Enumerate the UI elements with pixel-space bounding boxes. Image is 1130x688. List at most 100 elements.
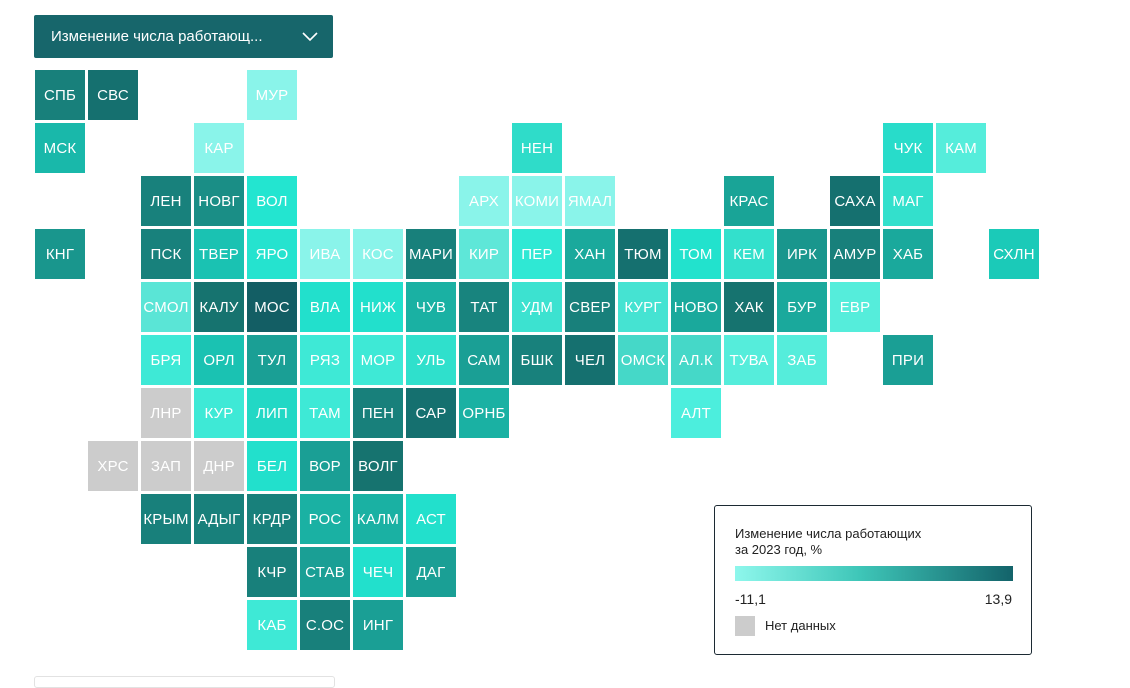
region-tile[interactable]: КРАС [724,176,774,226]
region-tile[interactable]: СМОЛ [141,282,191,332]
region-tile[interactable]: ТВЕР [194,229,244,279]
region-tile[interactable]: ПРИ [883,335,933,385]
region-tile[interactable]: НОВО [671,282,721,332]
region-tile[interactable]: ЗАБ [777,335,827,385]
region-tile[interactable]: С.ОС [300,600,350,650]
region-tile[interactable]: РОС [300,494,350,544]
region-tile[interactable]: ЯМАЛ [565,176,615,226]
region-tile[interactable]: АЛТ [671,388,721,438]
region-tile[interactable]: СХЛН [989,229,1039,279]
region-tile[interactable]: СТАВ [300,547,350,597]
region-tile[interactable]: ЛНР [141,388,191,438]
region-tile[interactable]: ВОЛГ [353,441,403,491]
region-tile[interactable]: ТОМ [671,229,721,279]
region-tile[interactable]: ВЛА [300,282,350,332]
region-tile[interactable]: АРХ [459,176,509,226]
region-tile[interactable]: АДЫГ [194,494,244,544]
region-tile[interactable]: ПСК [141,229,191,279]
region-tile[interactable]: МСК [35,123,85,173]
region-tile[interactable]: ЯРО [247,229,297,279]
region-tile[interactable]: ЧЕЛ [565,335,615,385]
region-tile[interactable]: КУРГ [618,282,668,332]
region-tile[interactable]: ВОР [300,441,350,491]
region-tile[interactable]: ЕВР [830,282,880,332]
region-tile[interactable]: ТУВА [724,335,774,385]
region-tile[interactable]: САР [406,388,456,438]
region-tile[interactable]: ЛИП [247,388,297,438]
region-tile[interactable]: ВОЛ [247,176,297,226]
region-tile[interactable]: НИЖ [353,282,403,332]
region-tile[interactable]: ИВА [300,229,350,279]
region-tile[interactable]: САМ [459,335,509,385]
region-tile[interactable]: КАР [194,123,244,173]
region-tile[interactable]: КУР [194,388,244,438]
region-tile[interactable]: КАЛУ [194,282,244,332]
region-tile[interactable]: МАГ [883,176,933,226]
region-tile[interactable]: ЗАП [141,441,191,491]
legend-gradient-bar [735,566,1013,581]
region-tile[interactable]: СПБ [35,70,85,120]
region-tile[interactable]: ЧУВ [406,282,456,332]
region-tile[interactable]: АЛ.К [671,335,721,385]
region-tile[interactable]: КЕМ [724,229,774,279]
region-tile[interactable]: СВС [88,70,138,120]
legend-max-label: 13,9 [984,591,1012,607]
region-tile[interactable]: ИНГ [353,600,403,650]
region-tile[interactable]: КРЫМ [141,494,191,544]
region-tile[interactable]: ХАК [724,282,774,332]
legend-title-line2: за 2023 год, % [735,542,823,557]
region-tile[interactable]: ОМСК [618,335,668,385]
region-tile[interactable]: ТАМ [300,388,350,438]
region-tile[interactable]: КЧР [247,547,297,597]
metric-select-label: Изменение числа работающ... [51,28,263,45]
region-tile[interactable]: ЧУК [883,123,933,173]
region-tile[interactable]: ИРК [777,229,827,279]
region-tile[interactable]: ТУЛ [247,335,297,385]
region-tile[interactable]: БРЯ [141,335,191,385]
region-tile[interactable]: КИР [459,229,509,279]
region-tile[interactable]: БУР [777,282,827,332]
region-tile[interactable]: ПЕР [512,229,562,279]
region-tile[interactable]: АСТ [406,494,456,544]
region-tile[interactable]: УЛЬ [406,335,456,385]
region-tile[interactable]: САХА [830,176,880,226]
region-tile[interactable]: ТАТ [459,282,509,332]
region-tile[interactable]: НОВГ [194,176,244,226]
region-tile[interactable]: ХАБ [883,229,933,279]
legend: Изменение числа работающих за 2023 год, … [714,505,1032,655]
region-tile[interactable]: НЕН [512,123,562,173]
region-tile[interactable]: ХРС [88,441,138,491]
region-tile[interactable]: РЯЗ [300,335,350,385]
region-tile[interactable]: КНГ [35,229,85,279]
region-tile[interactable]: МАРИ [406,229,456,279]
legend-title: Изменение числа работающих за 2023 год, … [735,526,995,558]
region-tile[interactable]: КАБ [247,600,297,650]
region-tile[interactable]: КРДР [247,494,297,544]
region-tile[interactable]: ДАГ [406,547,456,597]
region-tile[interactable]: ТЮМ [618,229,668,279]
region-tile[interactable]: ОРНБ [459,388,509,438]
region-tile[interactable]: АМУР [830,229,880,279]
region-tile[interactable]: ЧЕЧ [353,547,403,597]
region-tile[interactable]: КОС [353,229,403,279]
region-tile[interactable]: МОР [353,335,403,385]
legend-title-line1: Изменение числа работающих [735,526,922,541]
region-tile[interactable]: ЛЕН [141,176,191,226]
region-tile[interactable]: КАЛМ [353,494,403,544]
region-tile[interactable]: ДНР [194,441,244,491]
region-tile[interactable]: ХАН [565,229,615,279]
region-tile[interactable]: БШК [512,335,562,385]
region-tile[interactable]: СВЕР [565,282,615,332]
region-tile[interactable]: МОС [247,282,297,332]
legend-no-data-label: Нет данных [765,618,836,633]
region-tile[interactable]: ОРЛ [194,335,244,385]
region-tile[interactable]: ПЕН [353,388,403,438]
region-tile[interactable]: БЕЛ [247,441,297,491]
region-tile[interactable]: МУР [247,70,297,120]
region-tile[interactable]: КОМИ [512,176,562,226]
region-tile[interactable]: УДМ [512,282,562,332]
bottom-panel-edge [34,676,335,688]
metric-select-dropdown[interactable]: Изменение числа работающ... [34,15,333,58]
region-tile[interactable]: КАМ [936,123,986,173]
